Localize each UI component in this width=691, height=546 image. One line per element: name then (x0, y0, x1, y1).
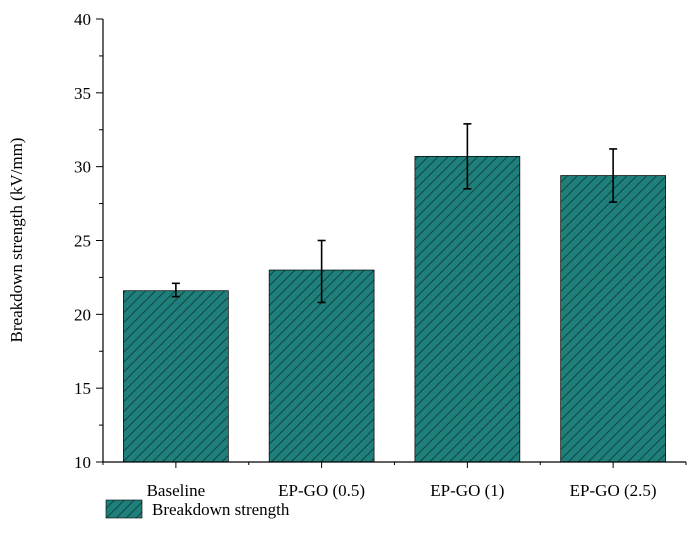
y-tick-label: 10 (74, 453, 91, 472)
axes-layer: Baseline EP-GO (0.5) EP-GO (1) EP-GO (2.5) 1… (74, 10, 687, 500)
legend-swatch (105, 499, 143, 519)
legend: Breakdown strength (105, 499, 290, 519)
bar (123, 290, 229, 463)
x-tick-label: EP-GO (2.5) (570, 481, 657, 500)
y-tick-label: 25 (74, 232, 91, 251)
y-tick-label: 20 (74, 305, 91, 324)
error-bars-layer (171, 123, 618, 304)
bar (414, 155, 521, 463)
y-axis-label: Breakdown strength (kV/mm) (7, 138, 26, 343)
x-tick-label: Baseline (147, 481, 206, 500)
bars-layer (123, 155, 666, 463)
bar (560, 175, 666, 463)
y-tick-label: 35 (74, 84, 91, 103)
x-tick-label: EP-GO (1) (430, 481, 504, 500)
y-tick-label: 15 (74, 379, 91, 398)
y-tick-label: 30 (74, 158, 91, 177)
legend-label: Breakdown strength (152, 500, 290, 519)
y-tick-label: 40 (74, 10, 91, 29)
x-tick-label: EP-GO (0.5) (278, 481, 365, 500)
